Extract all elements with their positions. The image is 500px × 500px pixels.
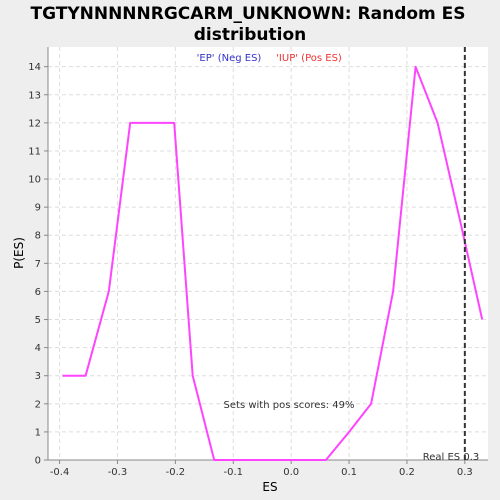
x-axis-ticks: -0.4 -0.3 -0.2 -0.1 0.0 0.1 0.2 0.3 xyxy=(50,460,473,478)
y-tick-label: 4 xyxy=(35,343,41,354)
y-tick-label: 9 xyxy=(35,203,41,214)
y-tick-label: 1 xyxy=(35,427,41,438)
x-tick-label: -0.4 xyxy=(50,467,70,478)
x-tick-label: 0.1 xyxy=(341,467,357,478)
y-tick-label: 6 xyxy=(35,287,41,298)
y-tick-label: 12 xyxy=(28,118,41,129)
plot-area xyxy=(48,47,488,460)
x-tick-label: 0.2 xyxy=(399,467,415,478)
real-es-label: Real ES 0.3 xyxy=(423,452,479,463)
legend-entry-iup: 'IUP' (Pos ES) xyxy=(276,53,342,64)
y-tick-label: 8 xyxy=(35,231,41,242)
y-tick-label: 2 xyxy=(35,399,41,410)
pos-scores-annotation: Sets with pos scores: 49% xyxy=(224,400,355,411)
y-tick-label: 3 xyxy=(35,371,41,382)
x-tick-label: 0.3 xyxy=(457,467,473,478)
y-tick-label: 14 xyxy=(28,62,41,73)
es-distribution-line xyxy=(62,65,484,461)
y-tick-label: 13 xyxy=(28,90,41,101)
series-layer xyxy=(62,65,484,461)
y-tick-label: 0 xyxy=(35,456,41,467)
x-tick-label: -0.3 xyxy=(108,467,128,478)
chart-title-line1: TGTYNNNNNRGCARM_UNKNOWN: Random ES xyxy=(30,4,465,24)
y-tick-label: 11 xyxy=(28,146,41,157)
legend-entry-ep: 'EP' (Neg ES) xyxy=(197,53,262,64)
y-axis-label: P(ES) xyxy=(12,237,26,269)
y-tick-label: 10 xyxy=(28,175,41,186)
grid xyxy=(48,47,488,461)
y-tick-label: 7 xyxy=(35,259,41,270)
x-tick-label: -0.1 xyxy=(224,467,244,478)
y-tick-label: 5 xyxy=(35,315,41,326)
x-axis-label: ES xyxy=(262,480,277,494)
chart-title-line2: distribution xyxy=(194,25,306,45)
x-tick-label: 0.0 xyxy=(283,467,299,478)
x-tick-label: -0.2 xyxy=(166,467,186,478)
